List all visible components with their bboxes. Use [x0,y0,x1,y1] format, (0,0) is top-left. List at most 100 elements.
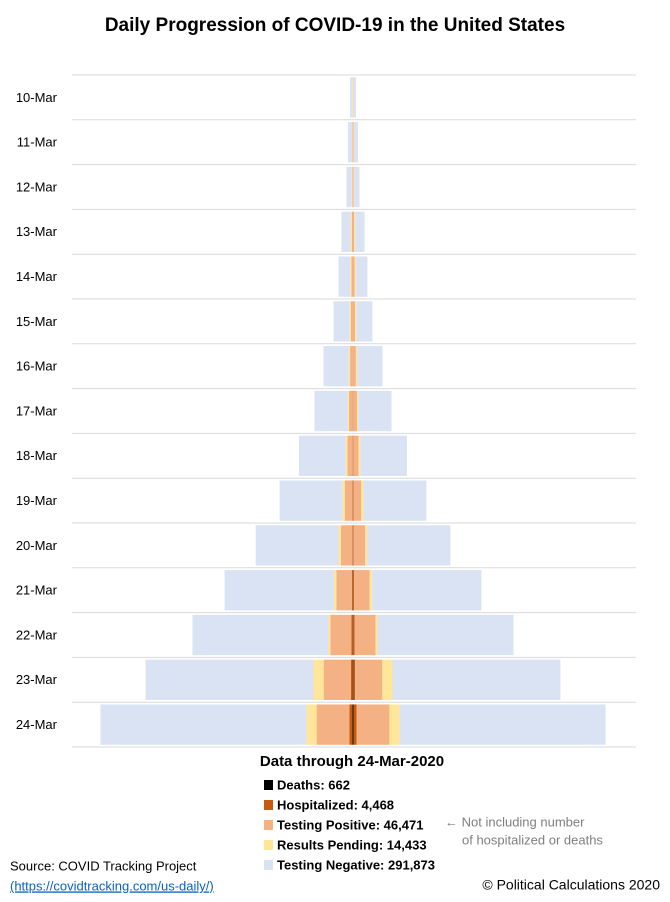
bar-segment [336,570,352,611]
bar-segment [353,435,359,476]
bar-segment [347,390,350,432]
bar-segment [328,614,331,656]
bar-segment [192,614,329,656]
y-tick-label: 11-Mar [17,135,58,150]
y-tick-label: 21-Mar [16,583,58,598]
chart-title: Daily Progression of COVID-19 in the Uni… [105,15,565,36]
y-tick-label: 22-Mar [16,627,58,642]
y-tick-label: 12-Mar [16,179,58,194]
bar-segment [323,346,349,387]
bar-segment [357,346,383,387]
bar-segment [382,659,393,700]
source-link[interactable]: (https://covidtracking.com/us-daily/) [10,878,214,893]
bar-segment [377,614,514,656]
y-tick-label: 18-Mar [16,448,58,463]
bar-segment [369,570,373,611]
bar-segment [353,390,357,432]
y-tick-label: 17-Mar [16,403,58,418]
legend-swatch [264,780,273,790]
y-tick-label: 15-Mar [16,314,58,329]
bar-segment [351,256,353,297]
bar-segment [224,570,334,611]
bar-segment [351,570,353,611]
bar-segment [353,301,356,342]
y-tick-label: 20-Mar [16,538,58,553]
bar-segment [333,301,350,342]
bar-segment [347,435,353,476]
bar-segment [279,480,343,521]
bar-segment [348,122,353,163]
bar-segment [355,211,365,252]
y-tick-label: 24-Mar [16,717,58,732]
bar-segment [344,480,353,521]
bar-segment [399,704,606,745]
bar-segment [353,614,355,656]
bar-segment [372,570,482,611]
y-tick-label: 13-Mar [16,224,58,239]
bar-segment [350,211,352,252]
y-tick-label: 23-Mar [16,672,58,687]
bar-segment [354,614,376,656]
annotation: ← Not including number [445,814,585,829]
legend-label: Hospitalized: 4,468 [277,797,394,812]
bar-segment [314,390,348,432]
bar-segment [349,301,351,342]
bar-segment [392,659,561,700]
bar-segment [348,346,351,387]
y-tick-label: 16-Mar [16,359,58,374]
annotation: of hospitalized or deaths [462,832,603,847]
legend-swatch [264,800,273,810]
bar-segment [356,704,390,745]
bar-segment [355,256,368,297]
bar-segment [351,211,353,252]
bar-segment [352,525,353,566]
bar-segment [350,256,352,297]
bar-segment [354,256,356,297]
legend-swatch [264,820,273,830]
bar-segment [338,525,341,566]
bar-segment [353,659,356,700]
bar-segment [350,301,353,342]
bar-segment [345,435,348,476]
bar-segment [358,435,361,476]
legend-label: Testing Positive: 46,471 [277,817,423,832]
bar-segment [353,525,366,566]
bar-segment [356,301,373,342]
bar-segment [354,570,370,611]
bar-segment [353,122,358,163]
bar-segment [360,435,407,476]
bar-segment [330,614,352,656]
bar-segment [350,659,353,700]
bar-segment [353,346,356,387]
bar-segment [365,525,368,566]
legend-swatch [264,860,273,870]
bar-segment [351,614,353,656]
bar-segment [367,525,451,566]
chart-subtitle: Data through 24-Mar-2020 [260,753,444,770]
bar-segment [313,659,324,700]
bar-segment [100,704,307,745]
bar-segment [352,166,353,208]
bar-segment [375,614,378,656]
y-tick-label: 10-Mar [16,90,58,105]
y-tick-label: 19-Mar [16,493,58,508]
bar-segment [354,166,360,208]
bar-segment [323,659,351,700]
bar-segment [361,480,364,521]
bar-segment [342,480,345,521]
bar-segment [353,256,355,297]
bar-segment [356,390,359,432]
bar-segment [145,659,314,700]
source: Source: COVID Tracking Project [10,858,197,873]
bar-segment [389,704,400,745]
bar-segment [350,346,353,387]
bar-segment [346,166,352,208]
bar-segment [353,525,354,566]
bar-segment [353,570,355,611]
bar-segment [353,211,355,252]
credit: © Political Calculations 2020 [482,877,660,893]
bar-segment [340,525,353,566]
bar-segment [355,659,383,700]
bar-segment [353,166,354,208]
